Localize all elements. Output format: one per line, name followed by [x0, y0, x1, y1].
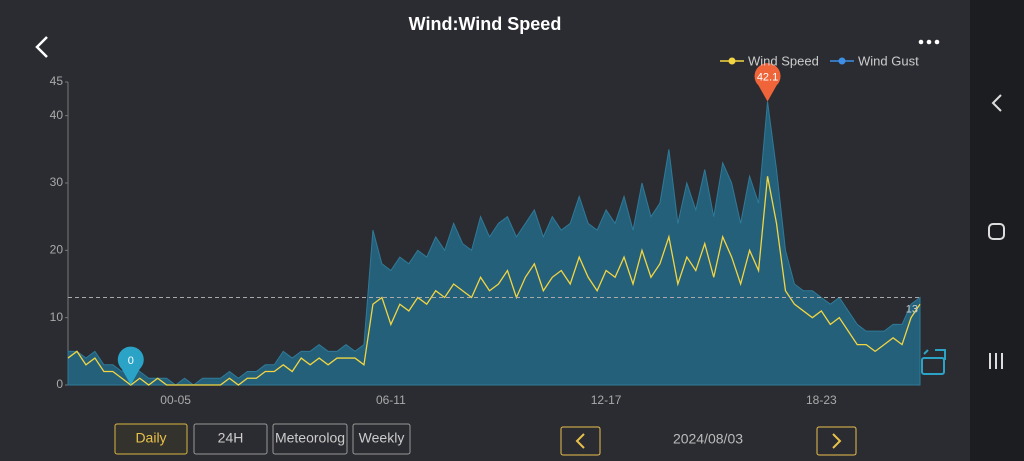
tab[interactable]: [272, 423, 348, 455]
prev-icon[interactable]: [575, 433, 585, 449]
date-label: 2024/08/03: [673, 431, 743, 447]
nav-recent[interactable]: [989, 353, 1003, 369]
tab[interactable]: [114, 423, 188, 455]
x-tick-label: 06-11: [376, 393, 406, 407]
nav-home[interactable]: [988, 223, 1005, 240]
y-tick-label: 10: [50, 310, 64, 324]
max-pin-label: 42.1: [757, 71, 778, 83]
y-tick-label: 30: [50, 175, 64, 189]
icon-part[interactable]: [923, 349, 946, 360]
speed-line: [67, 176, 921, 386]
legend-dot: [728, 57, 736, 65]
rotate-icon[interactable]: [921, 349, 946, 375]
prev-button[interactable]: [560, 426, 601, 456]
next-button[interactable]: [816, 426, 857, 456]
x-tick-label: 12-17: [591, 393, 622, 407]
x-tick-label: 00-05: [160, 393, 191, 407]
dot[interactable]: [934, 39, 940, 45]
reference-label: 13: [906, 303, 918, 315]
tab[interactable]: [352, 423, 411, 455]
tab-label[interactable]: 24H: [218, 430, 244, 446]
min-pin-label: 0: [128, 355, 134, 367]
x-tick-label: 18-23: [806, 393, 837, 407]
chart: 0 10 20 30 40 45 00-05 06-11 12-17 18-23 13 42.1 0 Wi…: [50, 53, 921, 407]
y-tick-label: 40: [50, 108, 64, 122]
nav-back[interactable]: [991, 94, 1002, 112]
y-tick-label: 45: [50, 74, 64, 88]
y-tick-label: 0: [56, 377, 63, 391]
back-button[interactable]: [35, 36, 48, 58]
y-tick-label: 20: [50, 243, 64, 257]
min-pin: [117, 346, 144, 385]
tab[interactable]: [193, 423, 268, 455]
nav-bar: [970, 0, 1024, 461]
tab-label[interactable]: Daily: [135, 430, 166, 446]
legend-dot: [838, 57, 846, 65]
icon-part[interactable]: [921, 357, 945, 375]
footer: 2024/08/03 Daily 24H Meteorolog Weekly: [114, 423, 857, 456]
tab-label[interactable]: Weekly: [359, 430, 405, 446]
dot[interactable]: [918, 39, 924, 45]
dot[interactable]: [926, 39, 932, 45]
max-pin: [754, 63, 781, 102]
page-title: Wind:Wind Speed: [409, 14, 562, 34]
legend-label: Wind Speed: [748, 53, 819, 68]
more-menu[interactable]: [918, 39, 940, 45]
legend-label: Wind Gust: [858, 53, 919, 68]
tab-label[interactable]: Meteorolog: [275, 430, 345, 446]
gust-area: [67, 101, 921, 386]
next-icon[interactable]: [832, 433, 842, 449]
